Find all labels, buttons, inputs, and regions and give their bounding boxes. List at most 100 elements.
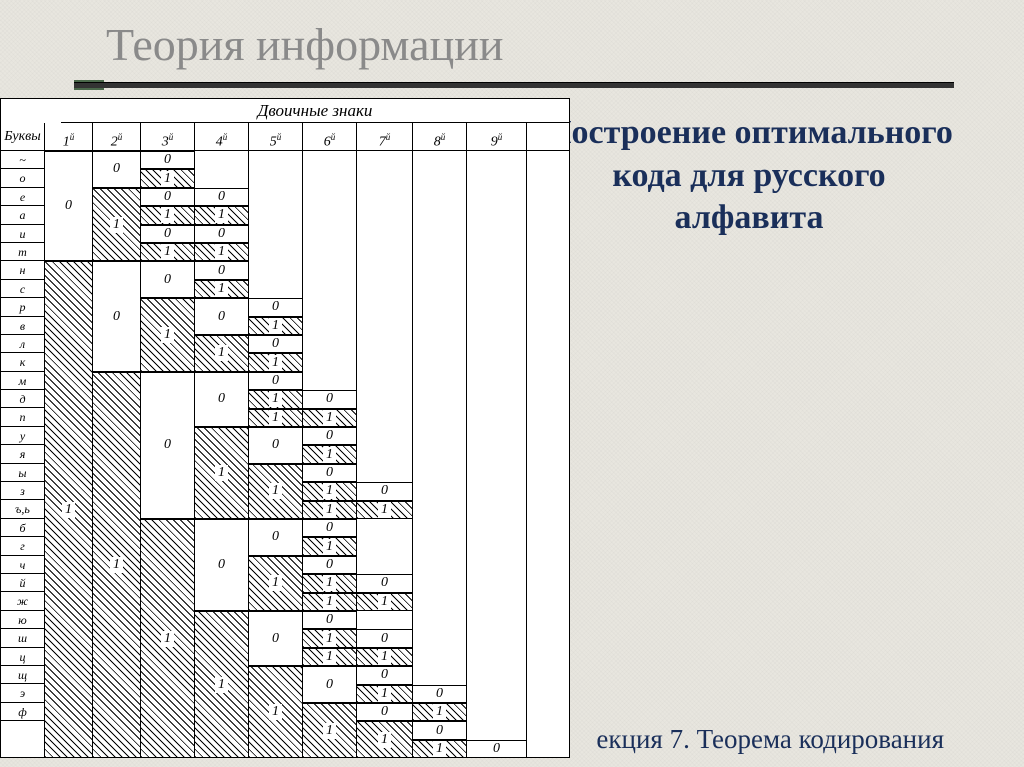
- code-column: 01: [45, 151, 93, 757]
- letter-row: а: [1, 206, 44, 224]
- letter-row: к: [1, 353, 44, 371]
- letter-row: и: [1, 225, 44, 243]
- code-cell: 1: [249, 464, 302, 519]
- column-header: Буквы: [1, 123, 45, 150]
- code-column: 0101: [93, 151, 141, 757]
- letter-row: т: [1, 243, 44, 261]
- code-cell: 1: [303, 409, 356, 427]
- letter-row: р: [1, 298, 44, 316]
- code-cell: 1: [195, 611, 248, 758]
- code-cell: 0: [93, 151, 140, 188]
- code-cell: 1: [195, 206, 248, 224]
- code-cell: 0: [141, 188, 194, 206]
- code-cell: 1: [303, 648, 356, 666]
- letter-row: я: [1, 445, 44, 463]
- code-cell: 1: [93, 372, 140, 758]
- code-cell: 0: [141, 372, 194, 519]
- code-cell: 0: [357, 574, 412, 592]
- column-header: 3й: [141, 123, 195, 150]
- code-cell: 1: [249, 390, 302, 408]
- code-cell: 1: [249, 409, 302, 427]
- letter-row: ~: [1, 151, 44, 169]
- column-header: 6й: [303, 123, 357, 150]
- code-cell: 1: [249, 353, 302, 371]
- column-header: 5й: [249, 123, 303, 150]
- column-header: 1й: [45, 123, 93, 150]
- diagram-header: Двоичные знаки: [61, 99, 569, 123]
- code-cell: 0: [195, 225, 248, 243]
- code-cell: 0: [195, 519, 248, 611]
- code-cell: 1: [357, 721, 412, 758]
- column-header: 8й: [413, 123, 467, 150]
- letter-row: о: [1, 169, 44, 187]
- code-cell: 1: [141, 169, 194, 187]
- code-cell: 1: [303, 703, 356, 758]
- column-header: 7й: [357, 123, 413, 150]
- code-cell: 1: [93, 188, 140, 262]
- code-cell: 0: [195, 372, 248, 427]
- code-cell: 0: [249, 372, 302, 390]
- letter-row: ю: [1, 611, 44, 629]
- code-cell: 0: [249, 427, 302, 464]
- letter-row: л: [1, 335, 44, 353]
- letter-row: ф: [1, 703, 44, 721]
- letter-row: э: [1, 684, 44, 702]
- code-cell: 1: [303, 593, 356, 611]
- code-cell: 1: [45, 261, 92, 758]
- code-cell: 1: [303, 482, 356, 500]
- letter-row: ц: [1, 648, 44, 666]
- code-column: 0101: [413, 151, 467, 757]
- letter-row: ч: [1, 556, 44, 574]
- code-cell: 0: [357, 629, 412, 647]
- code-cell: 1: [357, 648, 412, 666]
- code-cell: 1: [303, 445, 356, 463]
- letter-row: ъ,ь: [1, 500, 44, 518]
- code-cell: 1: [413, 703, 466, 721]
- letter-row: б: [1, 519, 44, 537]
- code-cell: 1: [195, 427, 248, 519]
- code-cell: 0: [141, 261, 194, 298]
- code-cell: 0: [357, 482, 412, 500]
- code-cell: 0: [249, 335, 302, 353]
- code-cell: 1: [195, 335, 248, 372]
- code-cell: 1: [303, 501, 356, 519]
- code-cell: 0: [303, 556, 356, 574]
- code-cell: 1: [357, 501, 412, 519]
- letter-row: с: [1, 280, 44, 298]
- letter-row: н: [1, 261, 44, 279]
- code-cell: 1: [141, 243, 194, 261]
- code-column: 01010110101101101: [303, 151, 357, 757]
- coding-diagram: Двоичные знаки Буквы1й2й3й4й5й6й7й8й9й ~…: [0, 98, 570, 758]
- letter-row: п: [1, 408, 44, 426]
- code-cell: 1: [249, 556, 302, 611]
- code-cell: 1: [303, 574, 356, 592]
- code-cell: 0: [195, 298, 248, 335]
- footer-text: екция 7. Теорема кодирования: [596, 724, 944, 755]
- code-cell: 0: [141, 151, 194, 169]
- letter-row: ш: [1, 629, 44, 647]
- column-header: 9й: [467, 123, 527, 150]
- code-cell: 1: [141, 206, 194, 224]
- letter-row: м: [1, 372, 44, 390]
- code-cell: 1: [141, 298, 194, 372]
- code-cell: 0: [303, 519, 356, 537]
- code-cell: 0: [413, 685, 466, 703]
- code-cell: 0: [467, 740, 526, 758]
- code-cell: 1: [141, 519, 194, 758]
- code-cell: 0: [93, 261, 140, 371]
- letter-row: г: [1, 537, 44, 555]
- letters-column: ~оеаитнсрвлкмдпуяызъ,ьбгчйжюшцщэф: [1, 151, 45, 757]
- code-cell: 0: [249, 298, 302, 316]
- letter-row: д: [1, 390, 44, 408]
- page-title: Теория информации: [106, 18, 503, 71]
- letter-row: е: [1, 188, 44, 206]
- code-cell: 0: [303, 666, 356, 703]
- code-cell: 0: [303, 390, 356, 408]
- code-cell: 0: [45, 151, 92, 261]
- code-cell: 0: [303, 464, 356, 482]
- code-cell: 1: [249, 317, 302, 335]
- code-columns: 0101010101010101010101010101010101101010…: [45, 151, 569, 757]
- code-cell: 1: [357, 685, 412, 703]
- code-cell: 0: [303, 611, 356, 629]
- code-cell: 0: [195, 261, 248, 279]
